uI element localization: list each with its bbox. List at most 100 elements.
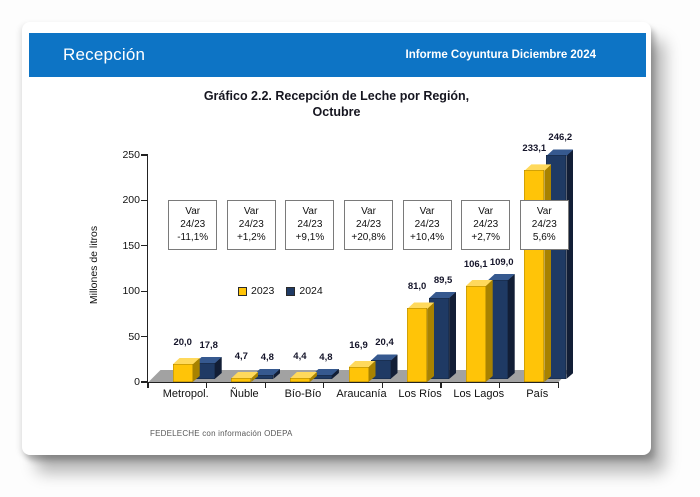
var-value: +9,1% — [295, 232, 325, 243]
value-label-2024-3: 20,4 — [375, 337, 394, 349]
value-label-2023-2: 4,4 — [293, 351, 307, 362]
legend-item-2024: 2024 — [286, 285, 323, 297]
bar-2023-2-top — [289, 372, 317, 379]
y-tick-label: 250 — [122, 149, 140, 161]
chart-plot-area: Millones de litros 0 50 100 150 200 250 20,0 17… — [22, 22, 651, 455]
bar-2024-4-front — [429, 297, 450, 379]
chart-title: Gráfico 2.2. Recepción de Leche por Regi… — [22, 88, 651, 120]
bar-2024-1-front — [253, 374, 274, 379]
bar-2023-0 — [172, 357, 200, 382]
y-tick-label: 150 — [122, 239, 140, 252]
y-tick — [141, 336, 148, 338]
y-axis-line — [146, 155, 148, 383]
bar-2023-6-side — [544, 164, 551, 382]
bar-2024-0-front — [194, 362, 215, 379]
bar-2024-2-side — [332, 369, 339, 379]
bar-2023-0-front — [172, 363, 193, 382]
var-line2: 24/23 — [238, 219, 264, 230]
bar-2023-4-top — [407, 302, 435, 309]
bar-2024-5-front — [487, 280, 508, 379]
var-line1: Var — [419, 206, 435, 217]
bar-2023-5-side — [486, 280, 493, 382]
x-label-2: Bío-Bío — [284, 388, 322, 400]
bar-2023-0-top — [172, 357, 200, 364]
variation-box-6: Var 24/23 5,6% — [519, 200, 569, 250]
legend-item-2023: 2023 — [238, 285, 274, 297]
x-tick — [206, 382, 208, 388]
legend-swatch-2023 — [238, 286, 247, 296]
var-value: +10,4% — [409, 232, 445, 243]
y-tick-label: 50 — [128, 330, 140, 343]
x-tick — [264, 382, 266, 388]
y-tick — [141, 154, 148, 156]
bar-2023-1 — [231, 371, 259, 382]
value-label-2024-4: 89,5 — [433, 274, 453, 286]
x-tick — [381, 382, 383, 388]
report-name: Informe Coyuntura Diciembre 2024 — [405, 49, 596, 61]
bar-2024-3-top — [370, 354, 398, 361]
value-label-2023-4: 81,0 — [407, 281, 427, 293]
bar-2023-5-front — [465, 285, 486, 382]
bar-2024-4-top — [429, 291, 457, 298]
var-line2: 24/23 — [531, 219, 557, 230]
var-value: 5,6% — [532, 232, 556, 243]
bar-2023-2 — [289, 372, 317, 382]
bar-2024-3 — [370, 354, 398, 379]
chart-title-line2: Octubre — [312, 105, 361, 119]
chart-legend: 2023 2024 — [238, 285, 323, 297]
var-line2: 24/23 — [297, 219, 323, 230]
bar-2024-4-side — [449, 292, 456, 379]
x-label-6: País — [526, 388, 549, 400]
value-label-2023-1: 4,7 — [234, 350, 248, 362]
bar-2023-2-side — [310, 372, 317, 382]
bar-2024-3-front — [370, 360, 391, 379]
legend-label-2023: 2023 — [251, 285, 275, 297]
var-line1: Var — [536, 206, 552, 217]
bar-2023-1-side — [251, 372, 258, 382]
var-line1: Var — [302, 206, 318, 217]
report-slide: Recepción Informe Coyuntura Diciembre 20… — [22, 22, 651, 455]
y-tick — [141, 381, 148, 383]
value-label-2024-2: 4,8 — [319, 351, 333, 363]
legend-swatch-2024 — [286, 286, 296, 296]
x-tick — [323, 382, 325, 388]
x-label-0: Metropol. — [162, 388, 209, 400]
value-label-2024-1: 4,8 — [260, 351, 274, 363]
bar-2024-2-top — [311, 368, 339, 375]
bar-2023-1-front — [231, 377, 252, 382]
x-tick — [440, 382, 442, 388]
bar-2023-5 — [465, 279, 493, 382]
var-line1: Var — [361, 206, 376, 217]
variation-box-4: Var 24/23 +10,4% — [402, 200, 452, 250]
bar-2024-5-side — [508, 274, 515, 379]
bar-2024-0-side — [215, 357, 222, 379]
x-tick — [557, 382, 559, 388]
bar-2024-1-side — [273, 369, 280, 379]
bar-2024-3-side — [391, 354, 398, 379]
y-tick-label: 200 — [122, 194, 140, 207]
bar-2023-5-top — [465, 279, 493, 286]
var-value: -11,1% — [177, 232, 209, 243]
y-tick — [141, 199, 148, 201]
bar-2024-0-top — [194, 356, 222, 363]
header-bar: Recepción Informe Coyuntura Diciembre 20… — [29, 33, 646, 77]
value-label-2023-3: 16,9 — [349, 339, 368, 351]
var-line1: Var — [243, 206, 259, 217]
value-label-2024-0: 17,8 — [199, 339, 218, 351]
y-tick-label: 100 — [122, 285, 140, 298]
bar-2024-6-side — [566, 149, 573, 379]
bar-2024-2 — [311, 368, 339, 379]
bar-2024-1-top — [253, 368, 281, 375]
legend-label-2024: 2024 — [299, 285, 323, 297]
var-line1: Var — [478, 206, 494, 217]
value-label-2024-6: 246,2 — [548, 132, 573, 144]
page-title: Recepción — [63, 45, 146, 64]
bar-2023-3-top — [348, 360, 376, 367]
y-tick — [141, 290, 148, 292]
var-line2: 24/23 — [473, 219, 499, 230]
x-label-1: Ñuble — [229, 388, 259, 400]
bar-2023-3-front — [348, 366, 369, 382]
var-value: +2,7% — [471, 232, 501, 243]
bar-2023-3 — [348, 360, 376, 382]
